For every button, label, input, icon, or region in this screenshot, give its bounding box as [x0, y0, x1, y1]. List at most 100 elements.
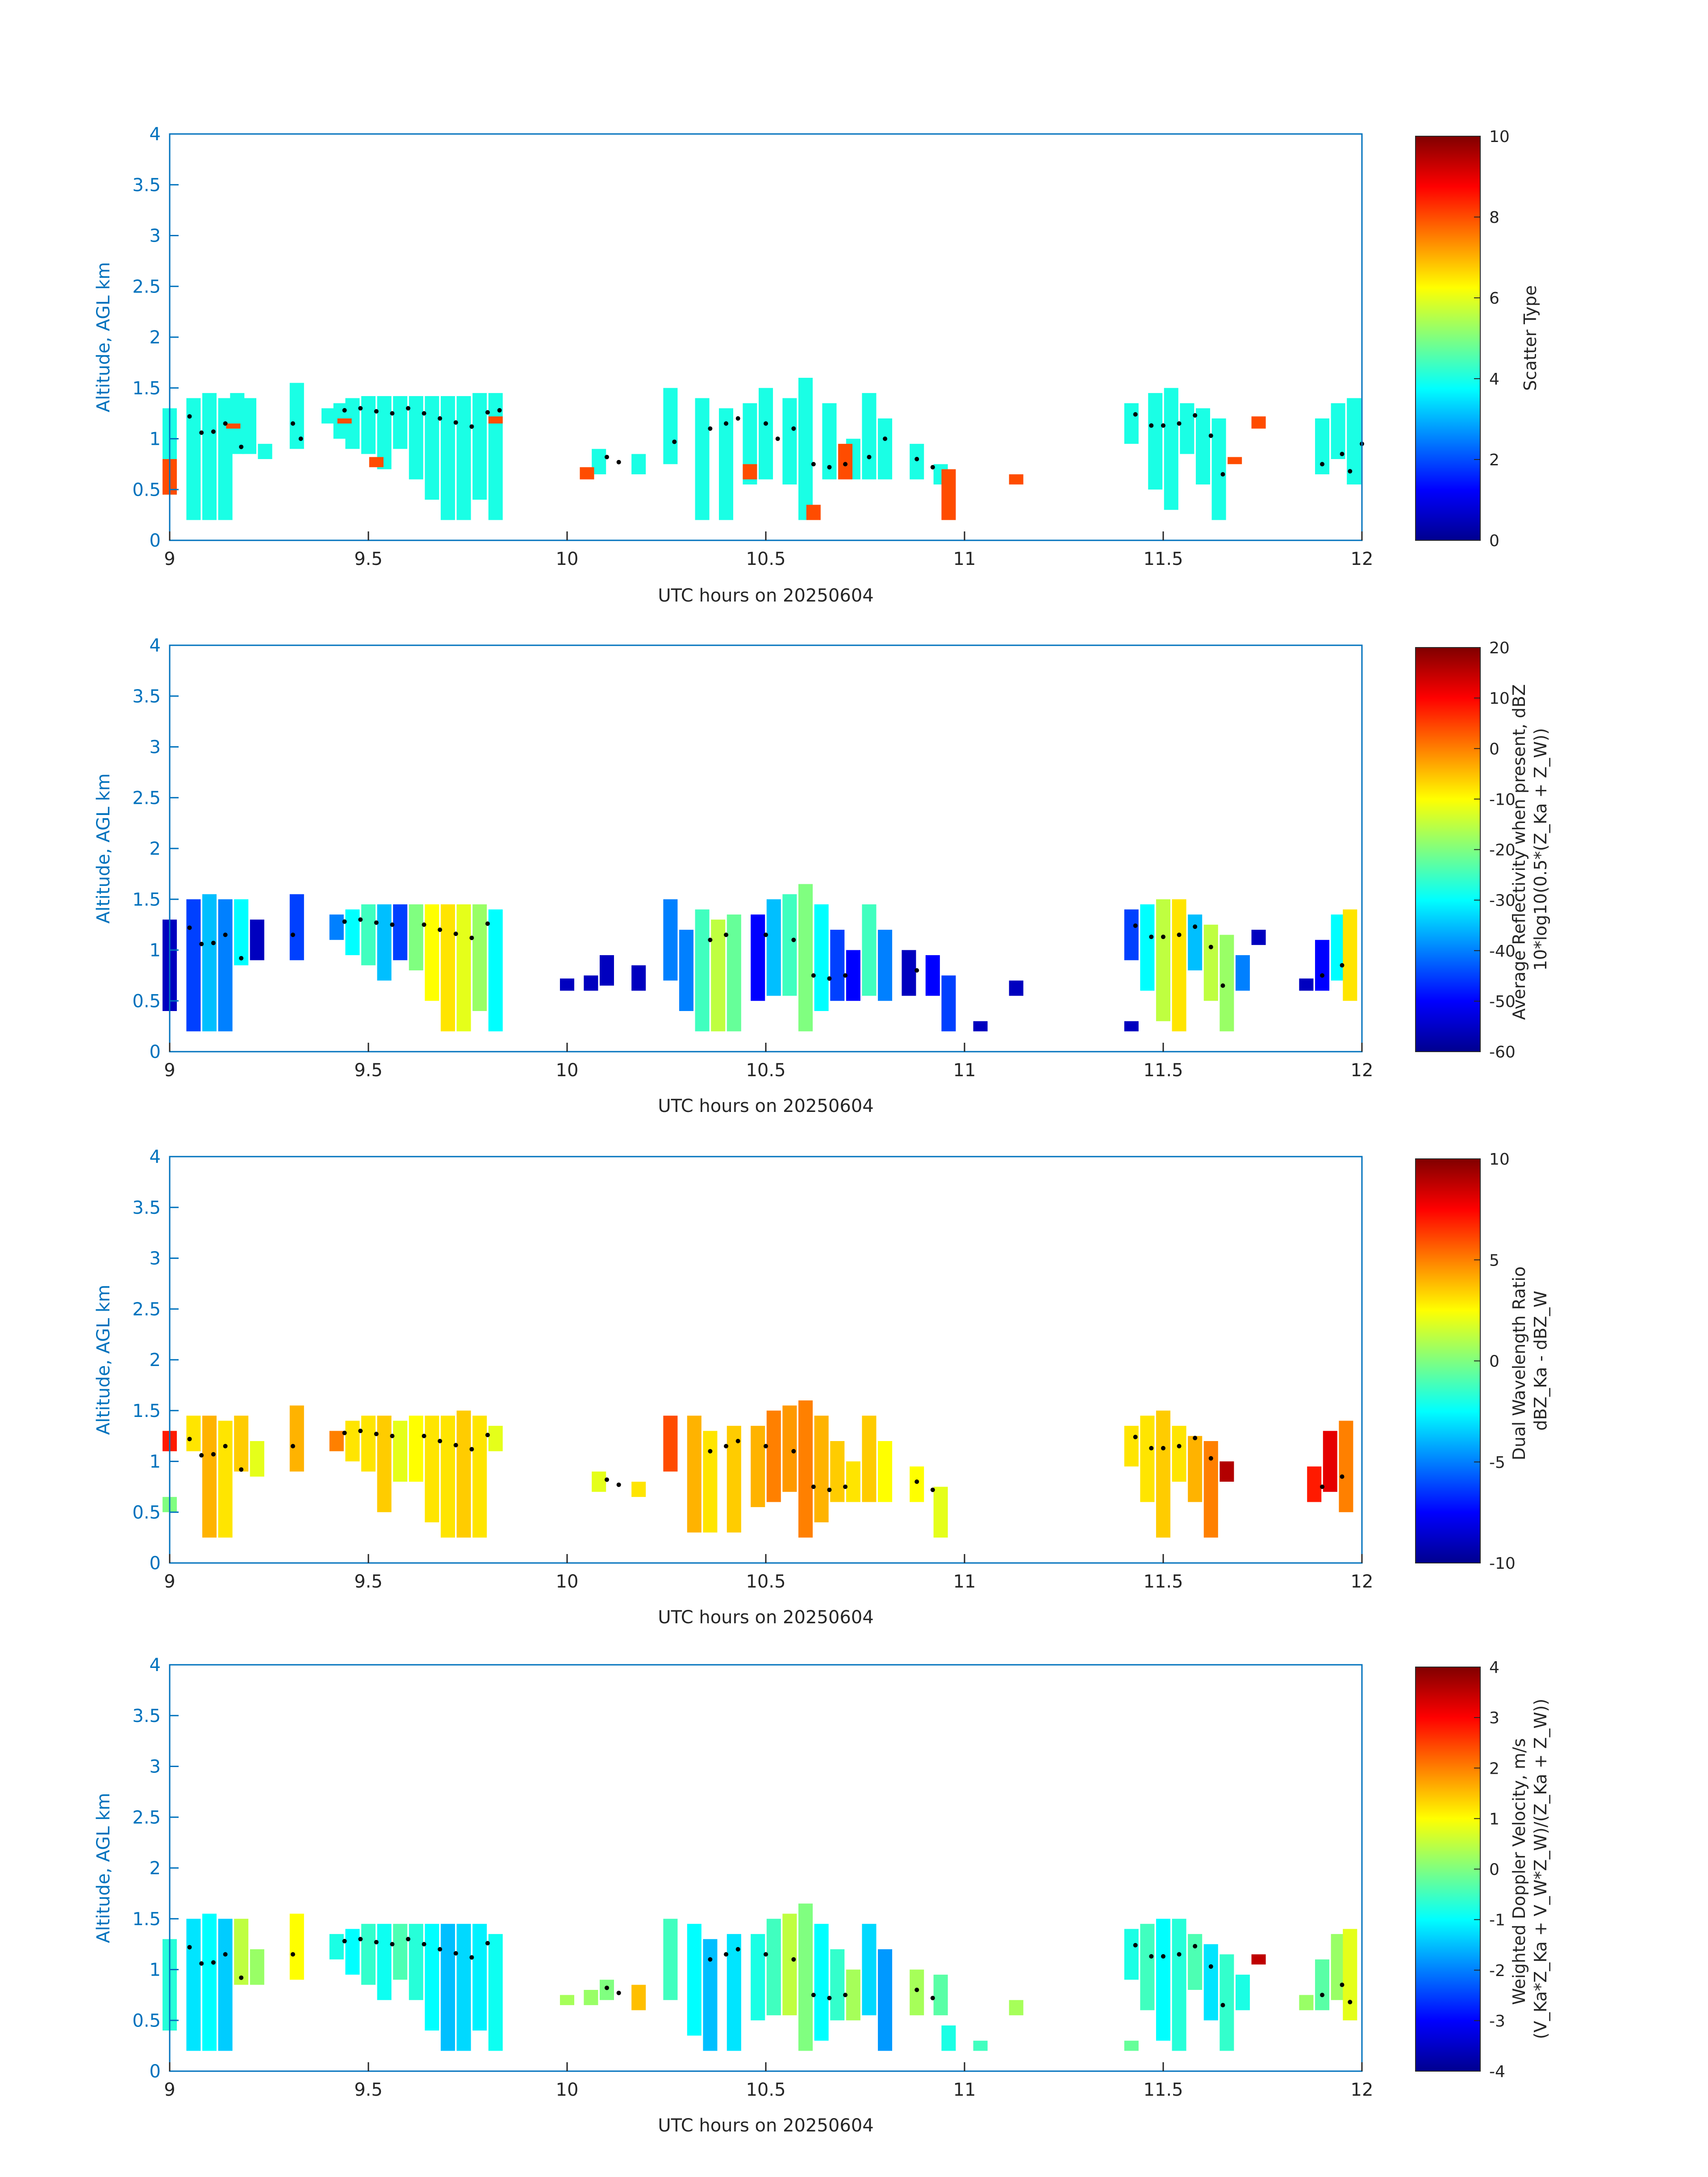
- y-tick-label-5: 2.5: [132, 788, 161, 808]
- cloud-base-dot-6: [342, 919, 347, 924]
- data-column-6: [250, 1441, 264, 1477]
- x-tick-label-2: 10: [556, 2080, 579, 2100]
- data-column-15: [440, 1416, 455, 1538]
- data-column-2: [202, 894, 217, 1032]
- data-column-35: [933, 1487, 948, 1538]
- cloud-base-dot-0: [187, 414, 192, 419]
- panel-1-cells: [162, 378, 1361, 520]
- cloud-base-dot-20: [735, 1947, 740, 1951]
- data-column-44: [1172, 1918, 1186, 2051]
- panel-2-colorbar: [1415, 647, 1481, 1052]
- cloud-base-dot-35: [1149, 423, 1154, 428]
- data-column-48: [1235, 1974, 1250, 2010]
- cloud-base-dot-26: [1177, 932, 1182, 937]
- cloud-base-dot-15: [485, 1941, 490, 1946]
- cloud-base-dot-5: [290, 1952, 295, 1957]
- y-tick-label-1: 0.5: [132, 480, 161, 500]
- cloud-base-dot-1: [199, 941, 204, 946]
- data-column-24: [695, 909, 710, 1032]
- y-tick-label-8: 4: [150, 635, 161, 656]
- cloud-base-dot-14: [469, 1955, 474, 1960]
- cloud-base-dot-15: [469, 424, 474, 429]
- cloud-base-dot-39: [1208, 433, 1213, 438]
- cloud-base-dot-33: [1320, 1484, 1324, 1489]
- x-tick-label-2: 10: [556, 1571, 579, 1592]
- x-tick-label-3: 10.5: [746, 1060, 785, 1081]
- data-column-29: [814, 1416, 829, 1522]
- cloud-base-dot-5: [290, 421, 295, 426]
- data-column-22: [663, 1918, 678, 2000]
- data-column-29: [798, 378, 813, 520]
- data-column-45: [226, 423, 241, 429]
- cloud-base-dot-21: [791, 1449, 796, 1454]
- colorbar-tick-label-7: 3: [1489, 1709, 1499, 1727]
- data-column-16: [425, 396, 439, 500]
- colorbar-tick-label-0: -60: [1489, 1043, 1516, 1061]
- colorbar-tick-label-1: 2: [1489, 451, 1499, 469]
- cloud-base-dot-30: [1161, 1954, 1165, 1959]
- data-column-43: [1140, 904, 1155, 991]
- data-column-17: [472, 1416, 487, 1538]
- x-tick-label-4: 11: [953, 549, 976, 569]
- data-column-48: [488, 416, 503, 424]
- data-column-12: [409, 1924, 423, 2000]
- cloud-base-dot-24: [1149, 934, 1154, 939]
- data-column-46: [337, 418, 352, 424]
- data-column-9: [361, 1924, 376, 1985]
- cloud-base-dot-38: [1193, 413, 1198, 418]
- y-tick-label-7: 3.5: [132, 175, 161, 196]
- panel-2: 00.511.522.533.54 9 9.5 10 10.5 11 11.5 12 Alt…: [93, 635, 1550, 1116]
- y-tick-label-2: 1: [150, 1452, 161, 1472]
- data-column-30: [814, 1924, 829, 2041]
- cloud-base-dot-21: [843, 973, 848, 978]
- cloud-base-dot-29: [843, 462, 848, 467]
- cloud-base-dot-33: [930, 465, 935, 470]
- data-column-34: [910, 1466, 924, 1502]
- cloud-base-dot-40: [1220, 472, 1225, 477]
- cloud-base-dot-12: [453, 1443, 458, 1448]
- data-column-5: [250, 919, 264, 961]
- data-column-22: [687, 1416, 702, 1533]
- data-column-47: [1219, 1954, 1234, 2051]
- cloud-base-dot-16: [616, 1482, 621, 1487]
- cloud-base-dot-1: [199, 1961, 204, 1966]
- cloud-base-dot-27: [930, 1996, 935, 2001]
- cloud-base-dot-2: [211, 940, 216, 945]
- data-column-20: [599, 955, 614, 986]
- data-column-37: [1140, 1416, 1155, 1502]
- data-column-7: [329, 1934, 344, 1960]
- cloud-base-dot-15: [708, 937, 713, 942]
- data-column-3: [218, 899, 233, 1032]
- data-column-48: [1219, 935, 1234, 1032]
- cloud-base-dot-10: [390, 411, 395, 416]
- data-column-19: [472, 393, 487, 500]
- y-tick-label-3: 1.5: [132, 378, 161, 399]
- cloud-base-dot-16: [485, 410, 490, 415]
- panel-2-cells: [162, 884, 1357, 1032]
- x-tick-label-3: 10.5: [746, 2080, 785, 2100]
- cloud-base-dot-19: [616, 460, 621, 464]
- data-column-28: [798, 1400, 813, 1538]
- data-column-6: [289, 1914, 304, 1980]
- cloud-base-dot-2: [211, 429, 216, 434]
- data-column-51: [806, 505, 821, 520]
- x-tick-label-6: 12: [1351, 1060, 1374, 1081]
- cloud-base-dot-27: [811, 462, 816, 467]
- cloud-base-dot-34: [1133, 412, 1138, 417]
- cloud-base-dot-31: [1177, 1952, 1182, 1957]
- cloud-base-dot-5: [290, 1444, 295, 1449]
- y-tick-label-2: 1: [150, 1960, 161, 1981]
- cloud-base-dot-28: [1149, 1446, 1154, 1450]
- x-tick-label-0: 9: [164, 1060, 175, 1081]
- data-column-21: [631, 1985, 646, 2010]
- panel-1-colorbar-label-line-1: Scatter Type: [1520, 285, 1540, 391]
- data-column-38: [1156, 1410, 1171, 1538]
- panel-2-colorbar-label-line-2: 10*log10(0.5*(Z_Ka + Z_W)): [1531, 728, 1550, 971]
- panel-4-cloud-base-dots: [187, 1937, 1353, 2008]
- cloud-base-dot-4: [239, 1975, 244, 1980]
- x-tick-label-4: 11: [953, 2080, 976, 2100]
- data-column-9: [321, 408, 336, 424]
- colorbar-tick-label-7: 10: [1489, 689, 1510, 708]
- data-column-31: [846, 1461, 860, 1502]
- data-column-30: [830, 1441, 845, 1502]
